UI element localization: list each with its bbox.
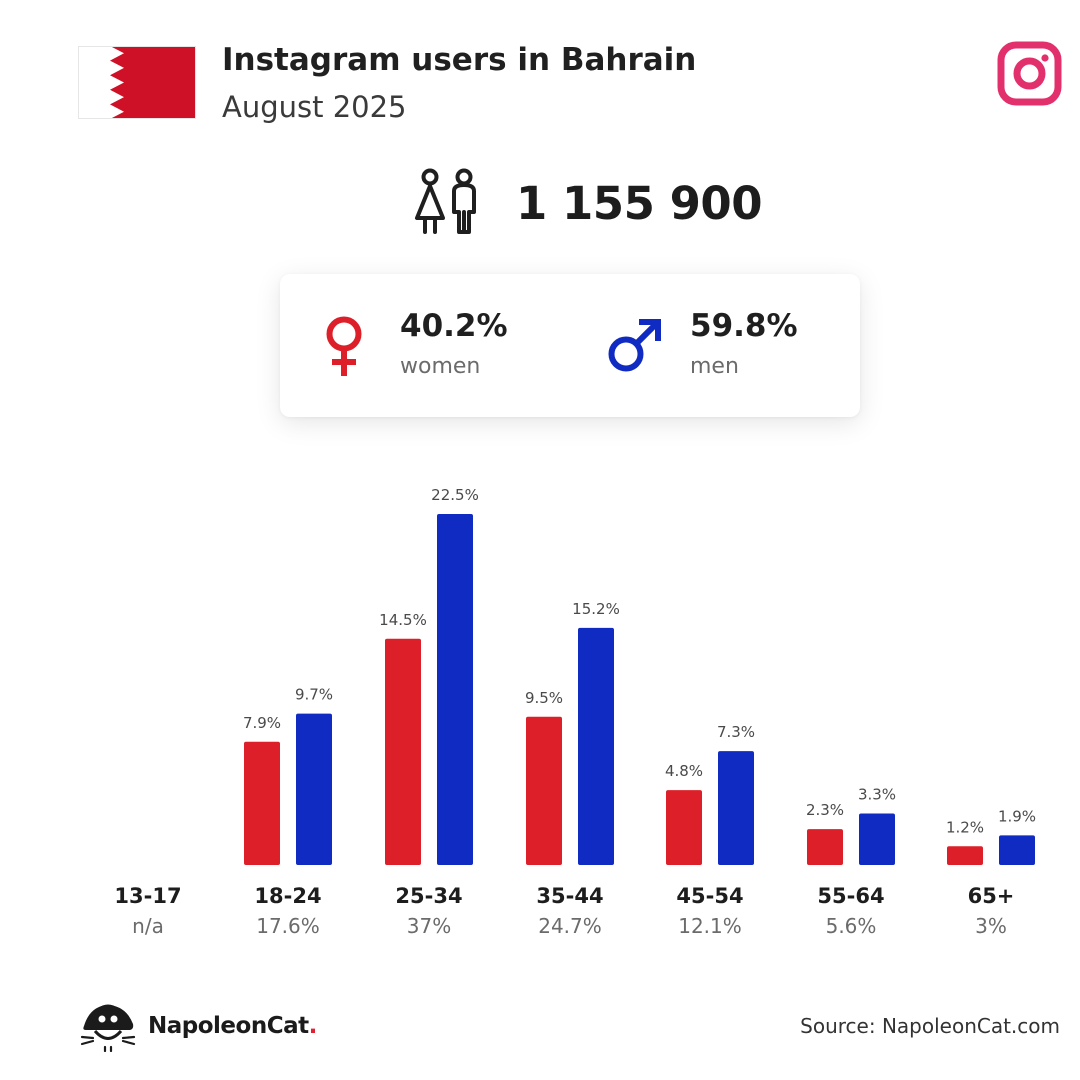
- brand-name-text: NapoleonCat: [148, 1013, 309, 1039]
- age-group-share: 3%: [975, 914, 1007, 938]
- men-label: men: [690, 354, 739, 379]
- page-subtitle: August 2025: [222, 90, 407, 124]
- bar-value-label: 14.5%: [379, 611, 427, 629]
- age-group-name: 45-54: [676, 884, 744, 908]
- bar-value-label: 9.7%: [295, 686, 333, 704]
- bar-value-label: 3.3%: [858, 786, 896, 804]
- bar-value-label: 7.9%: [243, 714, 281, 732]
- age-group-55-64: 55-64 5.6%: [781, 884, 921, 938]
- age-group-share: 37%: [406, 914, 452, 938]
- napoleoncat-logo-icon: [80, 1004, 136, 1052]
- bar-men-35-44: [578, 627, 614, 865]
- age-group-name: 55-64: [817, 884, 885, 908]
- age-group-name: 35-44: [536, 884, 604, 908]
- bar-value-label: 15.2%: [572, 600, 620, 618]
- total-users: 1 155 900: [412, 168, 763, 238]
- bar-value-label: 9.5%: [525, 689, 563, 707]
- bar-women-18-24: [244, 741, 280, 865]
- bar-value-label: 22.5%: [431, 486, 479, 504]
- age-group-name: 65+: [967, 884, 1015, 908]
- female-symbol-icon: [326, 316, 362, 376]
- brand-name: NapoleonCat.: [148, 1013, 317, 1039]
- women-percentage: 40.2%: [400, 308, 508, 344]
- brand-dot: .: [308, 1013, 318, 1039]
- page-title: Instagram users in Bahrain: [222, 42, 697, 78]
- age-group-45-54: 45-54 12.1%: [640, 884, 780, 938]
- bar-value-label: 1.9%: [998, 807, 1036, 825]
- total-users-value: 1 155 900: [516, 176, 763, 230]
- bahrain-flag: [78, 46, 196, 119]
- age-group-35-44: 35-44 24.7%: [500, 884, 640, 938]
- age-group-65-plus: 65+ 3%: [921, 884, 1061, 938]
- bar-women-25-34: [385, 638, 421, 865]
- age-group-13-17: 13-17 n/a: [78, 884, 218, 938]
- bar-value-label: 1.2%: [946, 818, 984, 836]
- napoleoncat-brand: NapoleonCat.: [78, 998, 317, 1054]
- women-label: women: [400, 354, 481, 379]
- age-group-25-34: 25-34 37%: [359, 884, 499, 938]
- male-symbol-icon: [608, 319, 661, 372]
- age-group-share: 5.6%: [825, 914, 877, 938]
- age-group-name: 13-17: [114, 884, 182, 908]
- age-group-name: 25-34: [395, 884, 463, 908]
- gender-card: 40.2% women 59.8% men: [280, 274, 860, 417]
- bar-women-65+: [947, 846, 983, 865]
- bar-men-45-54: [718, 751, 754, 865]
- bar-women-55-64: [807, 829, 843, 865]
- age-gender-bar-chart: 7.9% 9.7% 14.5% 22.5% 9.5% 15.2% 4.8% 7.3% 2.3% 3…: [243, 486, 1036, 865]
- instagram-icon: [997, 41, 1062, 106]
- age-group-18-24: 18-24 17.6%: [218, 884, 358, 938]
- men-percentage: 59.8%: [690, 308, 798, 344]
- age-group-share: 12.1%: [678, 914, 742, 938]
- age-group-share: n/a: [132, 914, 164, 938]
- age-group-share: 24.7%: [538, 914, 602, 938]
- bar-men-65+: [999, 835, 1035, 865]
- people-icon: [415, 168, 476, 234]
- age-group-name: 18-24: [254, 884, 322, 908]
- source-note: Source: NapoleonCat.com: [800, 1014, 1060, 1038]
- bar-women-35-44: [526, 716, 562, 865]
- bar-men-25-34: [437, 514, 473, 865]
- bar-value-label: 4.8%: [665, 762, 703, 780]
- bar-men-55-64: [859, 813, 895, 865]
- age-group-share: 17.6%: [256, 914, 320, 938]
- bar-value-label: 7.3%: [717, 723, 755, 741]
- bar-men-18-24: [296, 713, 332, 865]
- bar-value-label: 2.3%: [806, 801, 844, 819]
- bar-women-45-54: [666, 790, 702, 865]
